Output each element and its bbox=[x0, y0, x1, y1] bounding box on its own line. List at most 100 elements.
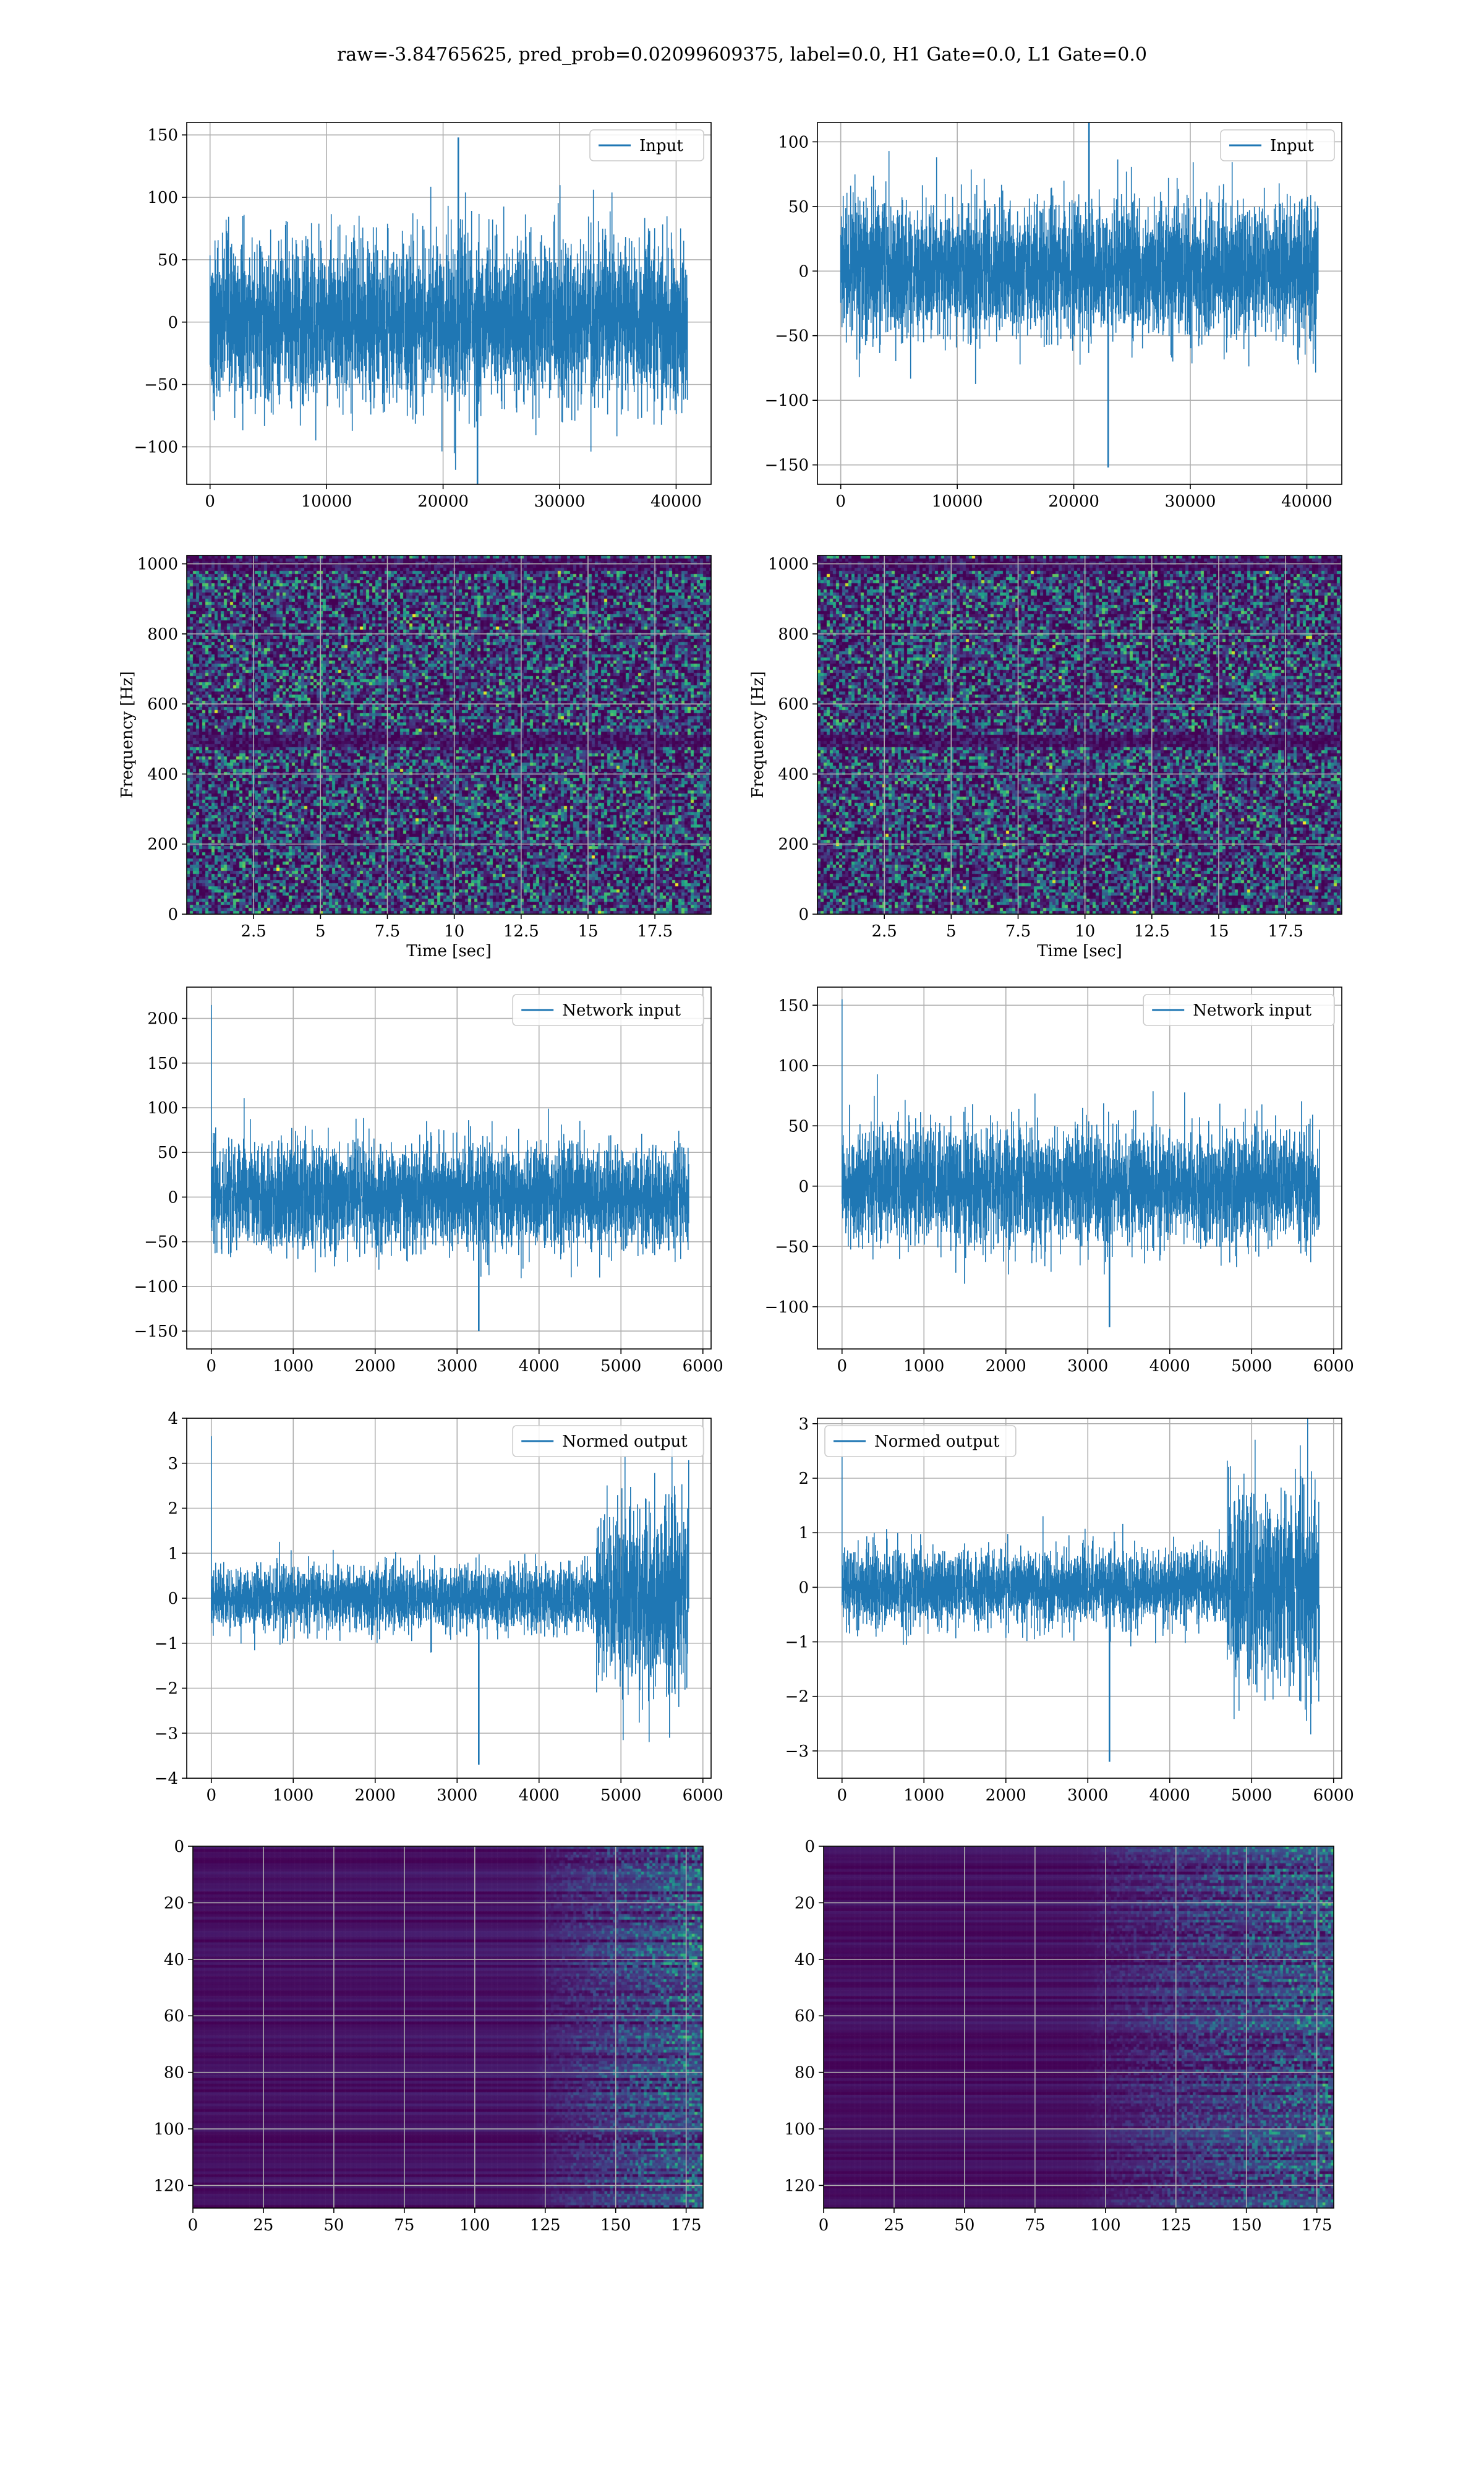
y-tick-label: −4 bbox=[155, 1770, 178, 1788]
axes-frame bbox=[817, 987, 1342, 1350]
legend-box bbox=[589, 129, 704, 161]
subplot-r4c1: 0 25 50 75 100 125 150 175 0 20 40 60 80 100 120 bbox=[784, 1838, 1334, 2235]
x-tick-label: 10000 bbox=[301, 492, 352, 511]
x-tick-label: 0 bbox=[188, 2216, 198, 2235]
x-tick-label: 3000 bbox=[1067, 1786, 1108, 1805]
x-tick-label: 5000 bbox=[1231, 1357, 1272, 1376]
series-line bbox=[209, 137, 688, 484]
x-tick-label: 50 bbox=[954, 2216, 974, 2235]
y-tick-label: 0 bbox=[798, 905, 809, 924]
legend-box bbox=[512, 994, 704, 1026]
y-tick-label: 40 bbox=[795, 1951, 815, 1969]
feature-map-image bbox=[824, 1846, 1334, 2208]
x-tick-label: 1000 bbox=[903, 1357, 944, 1376]
y-tick-label: 2 bbox=[798, 1470, 809, 1488]
y-tick-label: 150 bbox=[147, 126, 178, 145]
y-tick-label: 100 bbox=[153, 2120, 184, 2139]
legend: Network input bbox=[512, 994, 704, 1026]
axes-frame bbox=[186, 122, 712, 485]
y-tick-label: 200 bbox=[778, 836, 809, 854]
y-tick-label: 1000 bbox=[768, 555, 809, 574]
y-tick-label: −50 bbox=[144, 376, 178, 395]
x-tick-label: 150 bbox=[600, 2216, 631, 2235]
y-tick-label: 2 bbox=[168, 1500, 178, 1518]
x-tick-label: 4000 bbox=[519, 1357, 560, 1376]
legend-box bbox=[1143, 994, 1335, 1026]
x-tick-label: 20000 bbox=[1048, 492, 1099, 511]
y-tick-label: −3 bbox=[155, 1724, 178, 1743]
y-tick-label: 1 bbox=[798, 1524, 809, 1543]
axes-frame bbox=[186, 555, 712, 915]
y-tick-label: 100 bbox=[778, 133, 809, 152]
y-tick-label: 100 bbox=[778, 1057, 809, 1076]
x-tick-label: 15 bbox=[1208, 922, 1229, 941]
spectrogram-image bbox=[817, 555, 1342, 914]
subplot-r0c1: 0 10000 20000 30000 40000 −150 −100 −50 0 50 100 In… bbox=[765, 122, 1342, 511]
y-tick-label: 3 bbox=[798, 1415, 809, 1434]
axes-frame bbox=[817, 122, 1342, 485]
subplot-r4c0: 0 25 50 75 100 125 150 175 0 20 40 60 80 100 120 bbox=[153, 1838, 704, 2235]
subplot-r2c0: 0 1000 2000 3000 4000 5000 6000 −150 −100 −50 0 50 1… bbox=[134, 987, 723, 1376]
y-tick-label: 20 bbox=[164, 1894, 184, 1912]
x-tick-label: 2.5 bbox=[871, 922, 897, 941]
legend: Normed output bbox=[824, 1425, 1017, 1457]
x-tick-label: 2000 bbox=[986, 1357, 1026, 1376]
axes-frame bbox=[817, 555, 1342, 915]
x-tick-label: 20000 bbox=[417, 492, 469, 511]
x-tick-label: 12.5 bbox=[503, 922, 539, 941]
series-line bbox=[211, 1436, 689, 1765]
x-tick-label: 5 bbox=[315, 922, 326, 941]
legend-label: Input bbox=[1270, 137, 1314, 155]
y-tick-label: 20 bbox=[795, 1894, 815, 1912]
x-tick-label: 10 bbox=[1075, 922, 1095, 941]
x-tick-label: 50 bbox=[323, 2216, 344, 2235]
x-tick-label: 0 bbox=[205, 492, 215, 511]
x-tick-label: 125 bbox=[1161, 2216, 1192, 2235]
x-tick-label: 1000 bbox=[273, 1786, 313, 1805]
y-tick-label: 0 bbox=[798, 1578, 809, 1597]
x-tick-label: 75 bbox=[394, 2216, 414, 2235]
y-tick-label: −2 bbox=[155, 1680, 178, 1698]
legend-label: Network input bbox=[1193, 1001, 1311, 1020]
legend: Network input bbox=[1143, 994, 1335, 1026]
legend-box bbox=[1220, 129, 1335, 161]
subplot-r3c1: 0 1000 2000 3000 4000 5000 6000 −3 −2 −1 0 1 2 3 Norme… bbox=[785, 1415, 1354, 1805]
y-tick-label: 3 bbox=[168, 1455, 178, 1473]
y-tick-label: −100 bbox=[765, 1298, 809, 1317]
y-tick-label: 80 bbox=[164, 2064, 184, 2082]
legend-box bbox=[512, 1425, 704, 1457]
y-tick-label: −100 bbox=[765, 392, 809, 410]
series-line bbox=[840, 122, 1319, 468]
x-axis-label: Time [sec] bbox=[1037, 942, 1122, 961]
x-tick-label: 40000 bbox=[650, 492, 702, 511]
x-tick-label: 30000 bbox=[534, 492, 586, 511]
y-tick-label: 4 bbox=[168, 1410, 178, 1428]
y-tick-label: 120 bbox=[784, 2177, 815, 2195]
x-tick-label: 2.5 bbox=[241, 922, 266, 941]
x-tick-label: 30000 bbox=[1165, 492, 1216, 511]
x-tick-label: 0 bbox=[835, 492, 846, 511]
y-tick-label: 0 bbox=[168, 1188, 178, 1207]
x-tick-label: 125 bbox=[530, 2216, 561, 2235]
y-tick-label: 400 bbox=[778, 765, 809, 784]
y-tick-label: 40 bbox=[164, 1951, 184, 1969]
y-tick-label: 1 bbox=[168, 1544, 178, 1563]
legend: Input bbox=[589, 129, 704, 161]
x-tick-label: 5000 bbox=[1231, 1786, 1272, 1805]
y-tick-label: −1 bbox=[785, 1633, 809, 1652]
x-axis-label: Time [sec] bbox=[406, 942, 492, 961]
legend-label: Input bbox=[639, 137, 683, 155]
y-tick-label: −1 bbox=[155, 1635, 178, 1653]
spectrogram-image bbox=[187, 555, 711, 914]
x-tick-label: 75 bbox=[1025, 2216, 1045, 2235]
figure-title: raw=-3.84765625, pred_prob=0.02099609375… bbox=[337, 44, 1147, 66]
y-tick-label: 0 bbox=[798, 262, 809, 281]
y-tick-label: 200 bbox=[147, 836, 178, 854]
y-tick-label: 50 bbox=[788, 1117, 809, 1136]
y-tick-label: 100 bbox=[147, 189, 178, 207]
x-tick-label: 0 bbox=[837, 1786, 847, 1805]
subplot-r0c0: 0 10000 20000 30000 40000 −100 −50 0 50 100 150 Inp… bbox=[134, 122, 712, 511]
legend: Normed output bbox=[512, 1425, 704, 1457]
y-tick-label: 150 bbox=[778, 996, 809, 1015]
x-tick-label: 17.5 bbox=[1268, 922, 1303, 941]
